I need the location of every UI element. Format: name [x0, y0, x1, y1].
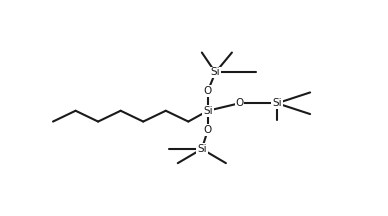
- Text: Si: Si: [272, 98, 282, 108]
- Text: O: O: [235, 98, 244, 108]
- Text: Si: Si: [197, 144, 207, 154]
- Text: O: O: [204, 86, 212, 96]
- Text: Si: Si: [203, 106, 213, 116]
- Text: O: O: [204, 125, 212, 135]
- Text: Si: Si: [211, 67, 220, 78]
